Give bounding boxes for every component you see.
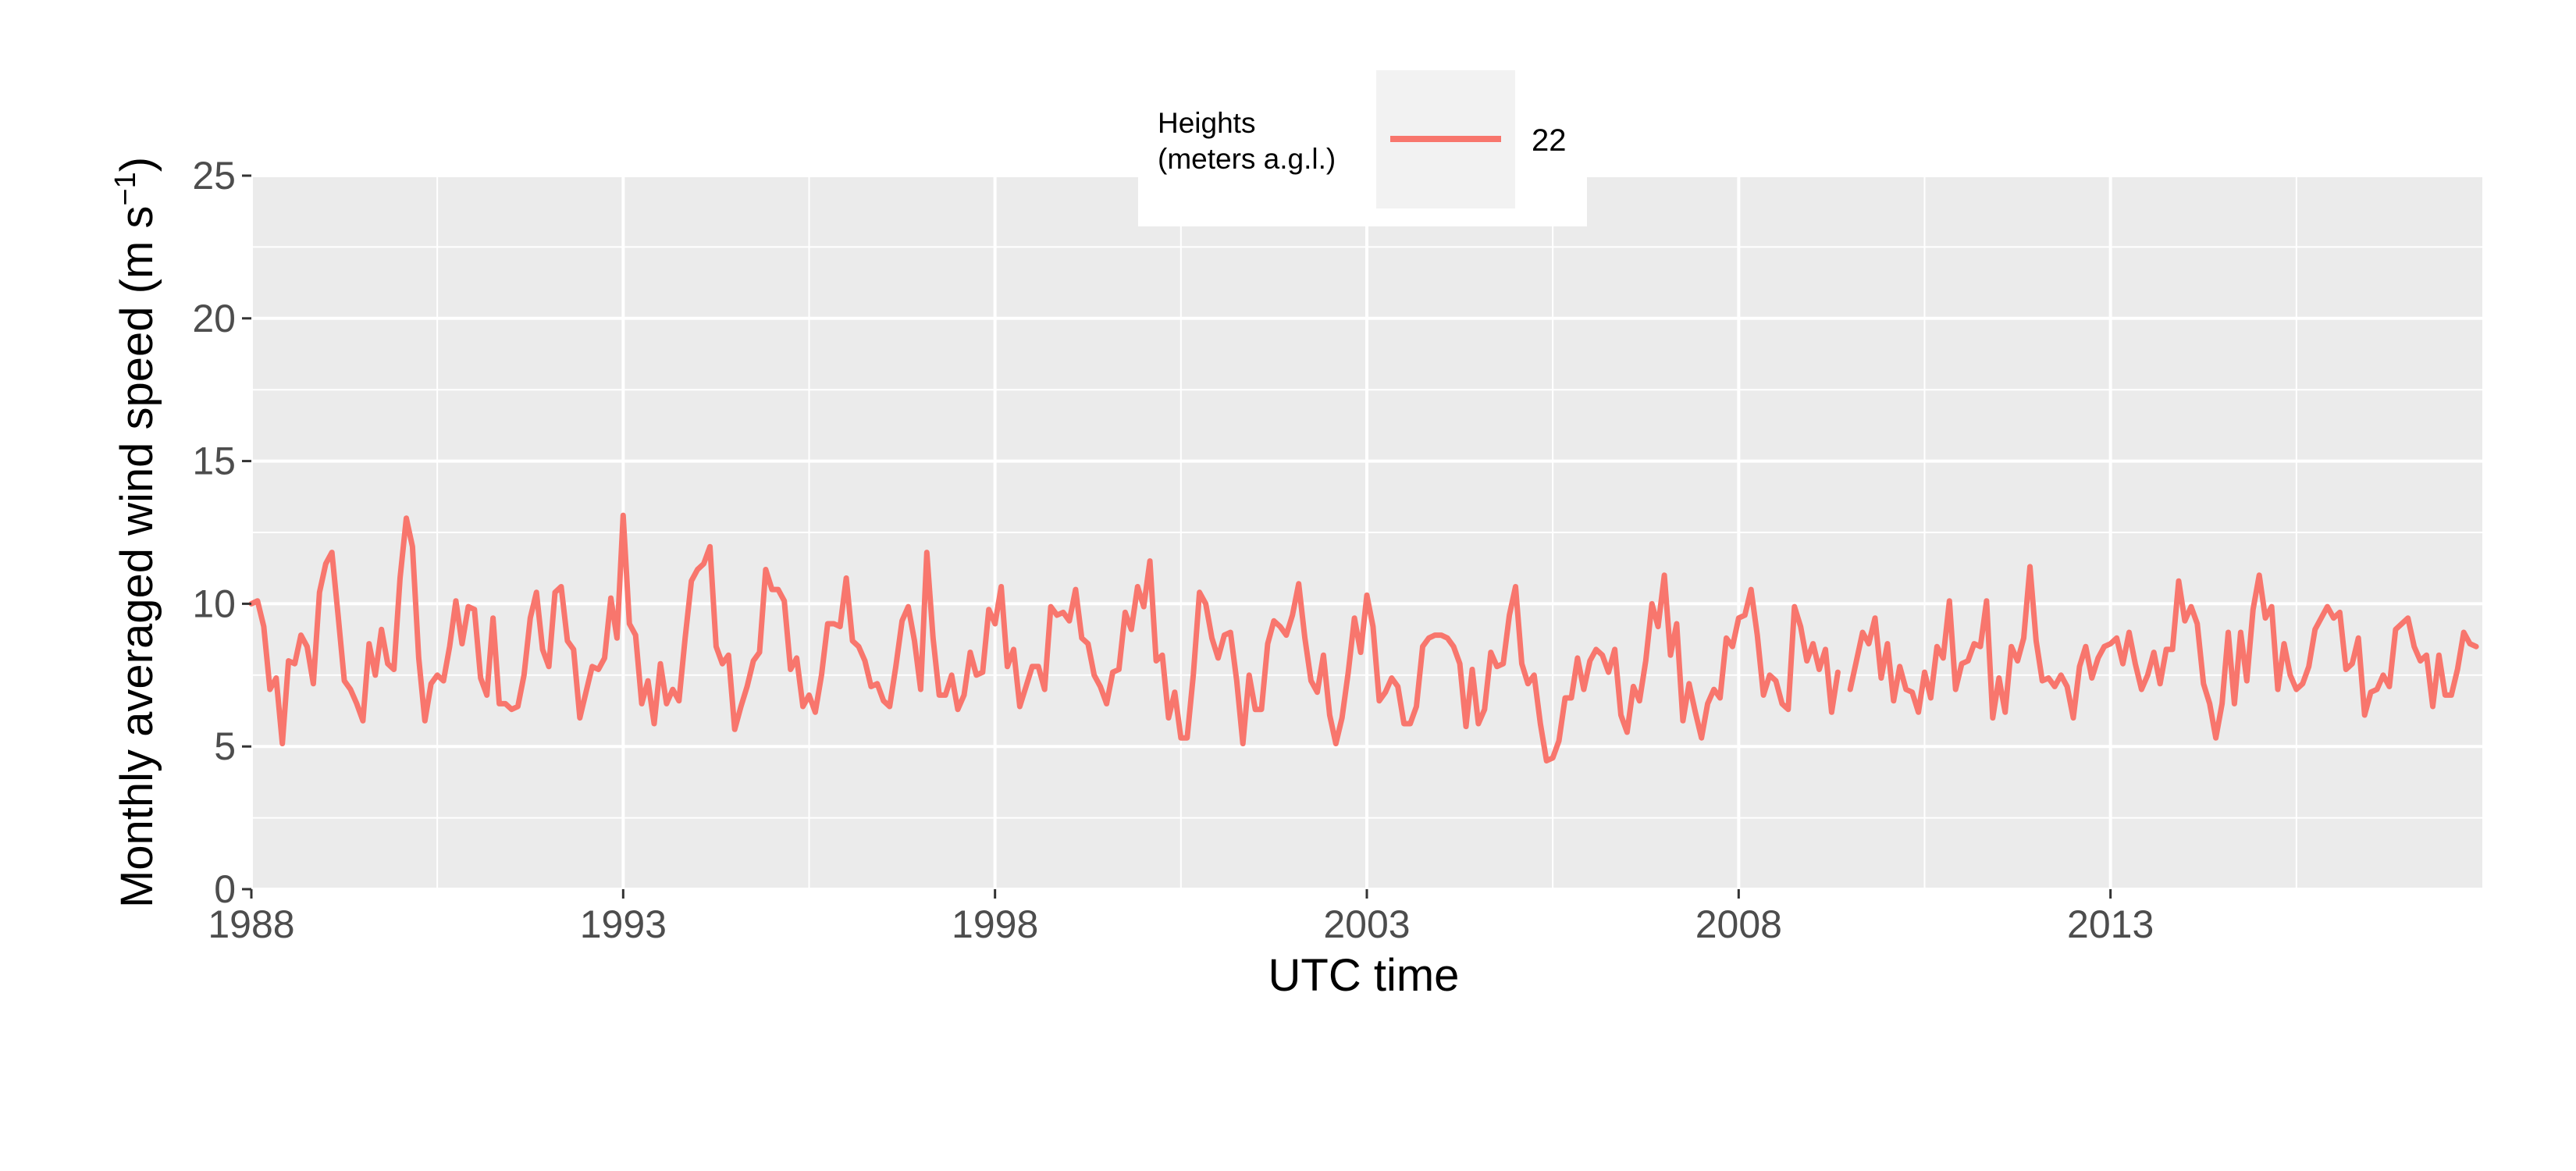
y-axis-title: Monthly averaged wind speed (m s−1)	[109, 157, 162, 908]
y-axis: 0 5 10 15 20 25	[192, 154, 251, 911]
y-axis-title-superscript: −1	[109, 172, 142, 205]
y-axis-title-main: Monthly averaged wind speed (m s	[112, 206, 162, 908]
y-tick-label: 5	[214, 724, 236, 768]
y-axis-title-close: )	[112, 157, 162, 172]
x-tick-label: 1993	[580, 902, 667, 946]
x-tick-label: 2013	[2067, 902, 2154, 946]
series-layer	[248, 512, 2479, 763]
legend-title-line1: Heights	[1158, 107, 1255, 139]
x-tick-label: 1988	[208, 902, 294, 946]
y-tick-label: 0	[214, 867, 236, 911]
legend: Heights (meters a.g.l.) 22	[1138, 70, 1587, 226]
x-tick-label: 2003	[1323, 902, 1410, 946]
x-axis: 1988 1993 1998 2003 2008 2013	[208, 889, 2154, 946]
legend-label-22: 22	[1532, 123, 1567, 158]
x-tick-label: 1998	[952, 902, 1038, 946]
y-tick-label: 25	[192, 154, 236, 198]
y-tick-label: 10	[192, 582, 236, 625]
y-tick-label: 20	[192, 297, 236, 340]
x-axis-title: UTC time	[1268, 950, 1460, 1001]
legend-title-line2: (meters a.g.l.)	[1158, 143, 1336, 175]
series-line-22	[248, 512, 2479, 763]
y-tick-label: 15	[192, 440, 236, 483]
x-tick-label: 2008	[1695, 902, 1782, 946]
